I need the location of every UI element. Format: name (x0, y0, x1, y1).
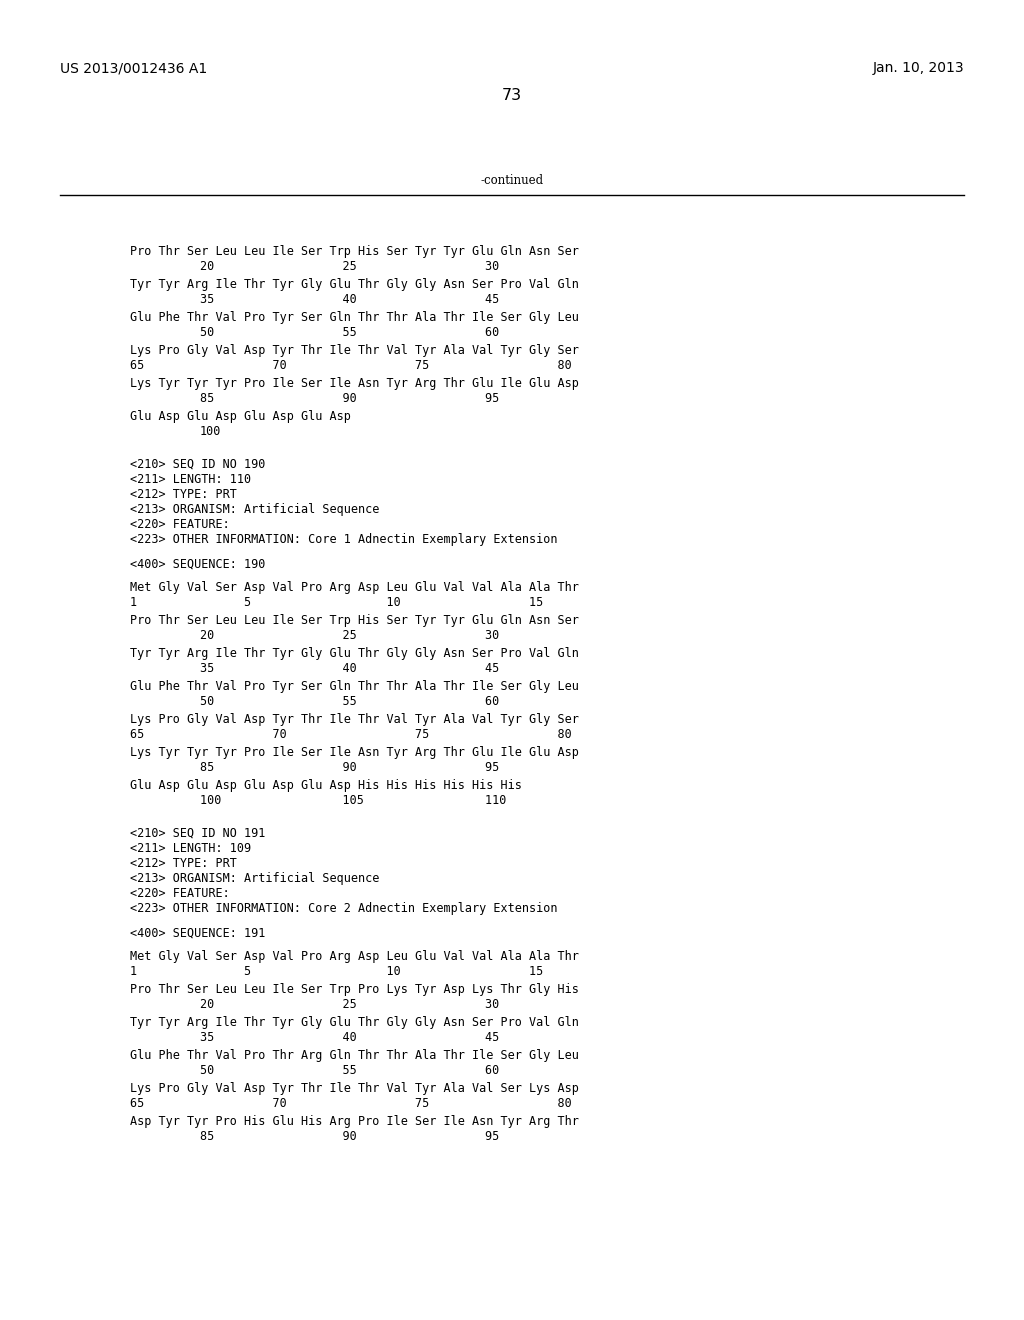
Text: 85                  90                  95: 85 90 95 (200, 762, 500, 774)
Text: <223> OTHER INFORMATION: Core 1 Adnectin Exemplary Extension: <223> OTHER INFORMATION: Core 1 Adnectin… (130, 533, 557, 546)
Text: 100                 105                 110: 100 105 110 (200, 795, 507, 807)
Text: <211> LENGTH: 110: <211> LENGTH: 110 (130, 473, 251, 486)
Text: -continued: -continued (480, 173, 544, 186)
Text: Jan. 10, 2013: Jan. 10, 2013 (872, 61, 964, 75)
Text: Pro Thr Ser Leu Leu Ile Ser Trp His Ser Tyr Tyr Glu Gln Asn Ser: Pro Thr Ser Leu Leu Ile Ser Trp His Ser … (130, 614, 579, 627)
Text: Tyr Tyr Arg Ile Thr Tyr Gly Glu Thr Gly Gly Asn Ser Pro Val Gln: Tyr Tyr Arg Ile Thr Tyr Gly Glu Thr Gly … (130, 279, 579, 290)
Text: Glu Asp Glu Asp Glu Asp Glu Asp: Glu Asp Glu Asp Glu Asp Glu Asp (130, 411, 351, 422)
Text: <212> TYPE: PRT: <212> TYPE: PRT (130, 488, 237, 502)
Text: US 2013/0012436 A1: US 2013/0012436 A1 (60, 61, 207, 75)
Text: Lys Pro Gly Val Asp Tyr Thr Ile Thr Val Tyr Ala Val Tyr Gly Ser: Lys Pro Gly Val Asp Tyr Thr Ile Thr Val … (130, 713, 579, 726)
Text: Asp Tyr Tyr Pro His Glu His Arg Pro Ile Ser Ile Asn Tyr Arg Thr: Asp Tyr Tyr Pro His Glu His Arg Pro Ile … (130, 1115, 579, 1129)
Text: <223> OTHER INFORMATION: Core 2 Adnectin Exemplary Extension: <223> OTHER INFORMATION: Core 2 Adnectin… (130, 902, 557, 915)
Text: <213> ORGANISM: Artificial Sequence: <213> ORGANISM: Artificial Sequence (130, 503, 379, 516)
Text: <400> SEQUENCE: 191: <400> SEQUENCE: 191 (130, 927, 265, 940)
Text: Lys Tyr Tyr Tyr Pro Ile Ser Ile Asn Tyr Arg Thr Glu Ile Glu Asp: Lys Tyr Tyr Tyr Pro Ile Ser Ile Asn Tyr … (130, 746, 579, 759)
Text: 85                  90                  95: 85 90 95 (200, 1130, 500, 1143)
Text: Met Gly Val Ser Asp Val Pro Arg Asp Leu Glu Val Val Ala Ala Thr: Met Gly Val Ser Asp Val Pro Arg Asp Leu … (130, 950, 579, 964)
Text: Lys Tyr Tyr Tyr Pro Ile Ser Ile Asn Tyr Arg Thr Glu Ile Glu Asp: Lys Tyr Tyr Tyr Pro Ile Ser Ile Asn Tyr … (130, 378, 579, 389)
Text: 20                  25                  30: 20 25 30 (200, 998, 500, 1011)
Text: <210> SEQ ID NO 191: <210> SEQ ID NO 191 (130, 828, 265, 840)
Text: Glu Phe Thr Val Pro Tyr Ser Gln Thr Thr Ala Thr Ile Ser Gly Leu: Glu Phe Thr Val Pro Tyr Ser Gln Thr Thr … (130, 312, 579, 323)
Text: 20                  25                  30: 20 25 30 (200, 630, 500, 642)
Text: Glu Asp Glu Asp Glu Asp Glu Asp His His His His His His: Glu Asp Glu Asp Glu Asp Glu Asp His His … (130, 779, 522, 792)
Text: 65                  70                  75                  80: 65 70 75 80 (130, 1097, 571, 1110)
Text: <210> SEQ ID NO 190: <210> SEQ ID NO 190 (130, 458, 265, 471)
Text: Glu Phe Thr Val Pro Tyr Ser Gln Thr Thr Ala Thr Ile Ser Gly Leu: Glu Phe Thr Val Pro Tyr Ser Gln Thr Thr … (130, 680, 579, 693)
Text: Glu Phe Thr Val Pro Thr Arg Gln Thr Thr Ala Thr Ile Ser Gly Leu: Glu Phe Thr Val Pro Thr Arg Gln Thr Thr … (130, 1049, 579, 1063)
Text: 73: 73 (502, 87, 522, 103)
Text: Met Gly Val Ser Asp Val Pro Arg Asp Leu Glu Val Val Ala Ala Thr: Met Gly Val Ser Asp Val Pro Arg Asp Leu … (130, 581, 579, 594)
Text: <400> SEQUENCE: 190: <400> SEQUENCE: 190 (130, 558, 265, 572)
Text: 35                  40                  45: 35 40 45 (200, 663, 500, 675)
Text: 85                  90                  95: 85 90 95 (200, 392, 500, 405)
Text: Pro Thr Ser Leu Leu Ile Ser Trp Pro Lys Tyr Asp Lys Thr Gly His: Pro Thr Ser Leu Leu Ile Ser Trp Pro Lys … (130, 983, 579, 997)
Text: 50                  55                  60: 50 55 60 (200, 1064, 500, 1077)
Text: <213> ORGANISM: Artificial Sequence: <213> ORGANISM: Artificial Sequence (130, 873, 379, 884)
Text: <220> FEATURE:: <220> FEATURE: (130, 887, 229, 900)
Text: 50                  55                  60: 50 55 60 (200, 696, 500, 708)
Text: 100: 100 (200, 425, 221, 438)
Text: 50                  55                  60: 50 55 60 (200, 326, 500, 339)
Text: 65                  70                  75                  80: 65 70 75 80 (130, 729, 571, 741)
Text: 35                  40                  45: 35 40 45 (200, 293, 500, 306)
Text: 1               5                   10                  15: 1 5 10 15 (130, 965, 544, 978)
Text: 65                  70                  75                  80: 65 70 75 80 (130, 359, 571, 372)
Text: 20                  25                  30: 20 25 30 (200, 260, 500, 273)
Text: <220> FEATURE:: <220> FEATURE: (130, 517, 229, 531)
Text: Lys Pro Gly Val Asp Tyr Thr Ile Thr Val Tyr Ala Val Ser Lys Asp: Lys Pro Gly Val Asp Tyr Thr Ile Thr Val … (130, 1082, 579, 1096)
Text: <212> TYPE: PRT: <212> TYPE: PRT (130, 857, 237, 870)
Text: Tyr Tyr Arg Ile Thr Tyr Gly Glu Thr Gly Gly Asn Ser Pro Val Gln: Tyr Tyr Arg Ile Thr Tyr Gly Glu Thr Gly … (130, 647, 579, 660)
Text: Lys Pro Gly Val Asp Tyr Thr Ile Thr Val Tyr Ala Val Tyr Gly Ser: Lys Pro Gly Val Asp Tyr Thr Ile Thr Val … (130, 345, 579, 356)
Text: Tyr Tyr Arg Ile Thr Tyr Gly Glu Thr Gly Gly Asn Ser Pro Val Gln: Tyr Tyr Arg Ile Thr Tyr Gly Glu Thr Gly … (130, 1016, 579, 1030)
Text: 1               5                   10                  15: 1 5 10 15 (130, 597, 544, 609)
Text: Pro Thr Ser Leu Leu Ile Ser Trp His Ser Tyr Tyr Glu Gln Asn Ser: Pro Thr Ser Leu Leu Ile Ser Trp His Ser … (130, 246, 579, 257)
Text: 35                  40                  45: 35 40 45 (200, 1031, 500, 1044)
Text: <211> LENGTH: 109: <211> LENGTH: 109 (130, 842, 251, 855)
